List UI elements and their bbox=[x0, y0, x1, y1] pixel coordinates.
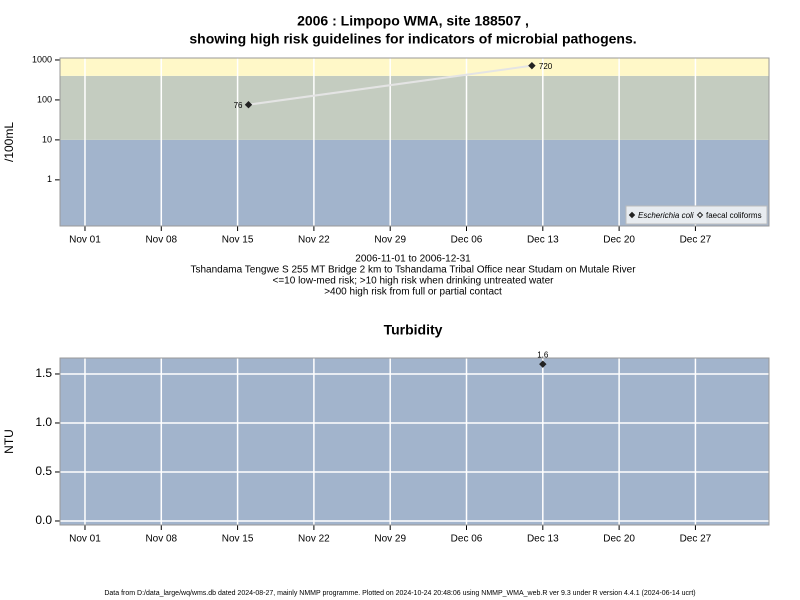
legend-label: Escherichia coli bbox=[638, 211, 694, 220]
data-point bbox=[539, 360, 547, 368]
x-tick-label: Dec 13 bbox=[527, 534, 559, 545]
y-tick-label: 1.5 bbox=[35, 366, 52, 380]
chart-note: 2006-11-01 to 2006-12-31 bbox=[355, 254, 471, 265]
data-point bbox=[528, 61, 536, 70]
y-tick-label: 0.5 bbox=[35, 464, 52, 478]
x-tick-label: Nov 01 bbox=[69, 534, 101, 545]
chart-title: showing high risk guidelines for indicat… bbox=[189, 31, 636, 47]
x-tick-label: Dec 27 bbox=[680, 235, 712, 246]
footer: Data from D:/data_large/wq/wms.db dated … bbox=[104, 590, 695, 597]
legend-marker bbox=[696, 211, 704, 219]
y-axis-label: NTU bbox=[2, 429, 16, 454]
x-tick-label: Dec 20 bbox=[603, 534, 635, 545]
y-axis-label: /100mL bbox=[2, 122, 16, 162]
legend-box bbox=[625, 205, 768, 225]
x-tick-label: Nov 29 bbox=[374, 534, 406, 545]
y-tick-label: 1 bbox=[47, 174, 52, 184]
y-tick-label: 10 bbox=[42, 134, 52, 144]
x-tick-label: Dec 06 bbox=[451, 534, 483, 545]
x-tick-label: Nov 15 bbox=[222, 534, 254, 545]
x-tick-label: Dec 20 bbox=[603, 235, 635, 246]
plot-frame bbox=[59, 357, 770, 526]
data-point bbox=[244, 100, 253, 109]
plot-frame bbox=[59, 57, 770, 227]
risk-band bbox=[60, 58, 769, 76]
chart-title: Turbidity bbox=[384, 322, 443, 338]
x-tick-label: Nov 08 bbox=[145, 235, 177, 246]
y-tick-label: 1000 bbox=[32, 54, 52, 64]
x-tick-label: Dec 06 bbox=[451, 235, 483, 246]
x-tick-label: Nov 01 bbox=[69, 235, 101, 246]
chart-title: 2006 : Limpopo WMA, site 188507 , bbox=[297, 13, 529, 29]
chart-note: <=10 low-med risk; >10 high risk when dr… bbox=[273, 276, 555, 287]
x-tick-label: Nov 22 bbox=[298, 534, 330, 545]
plot-background bbox=[60, 358, 769, 525]
y-tick-label: 100 bbox=[37, 94, 52, 104]
data-label: 720 bbox=[539, 62, 553, 71]
legend-label: faecal coliforms bbox=[706, 211, 762, 220]
x-tick-label: Dec 27 bbox=[680, 534, 712, 545]
data-label: 76 bbox=[234, 101, 243, 110]
x-tick-label: Nov 15 bbox=[222, 235, 254, 246]
x-tick-label: Nov 29 bbox=[374, 235, 406, 246]
data-label: 1.6 bbox=[537, 350, 549, 359]
legend-marker bbox=[628, 211, 636, 219]
chart-note: >400 high risk from full or partial cont… bbox=[324, 287, 502, 298]
series-line bbox=[248, 64, 533, 106]
y-tick-label: 1.0 bbox=[35, 415, 52, 429]
x-tick-label: Dec 13 bbox=[527, 235, 559, 246]
x-tick-label: Nov 08 bbox=[145, 534, 177, 545]
x-tick-label: Nov 22 bbox=[298, 235, 330, 246]
chart-note: Tshandama Tengwe S 255 MT Bridge 2 km to… bbox=[190, 265, 636, 276]
risk-band bbox=[60, 75, 769, 140]
y-tick-label: 0.0 bbox=[35, 513, 52, 527]
